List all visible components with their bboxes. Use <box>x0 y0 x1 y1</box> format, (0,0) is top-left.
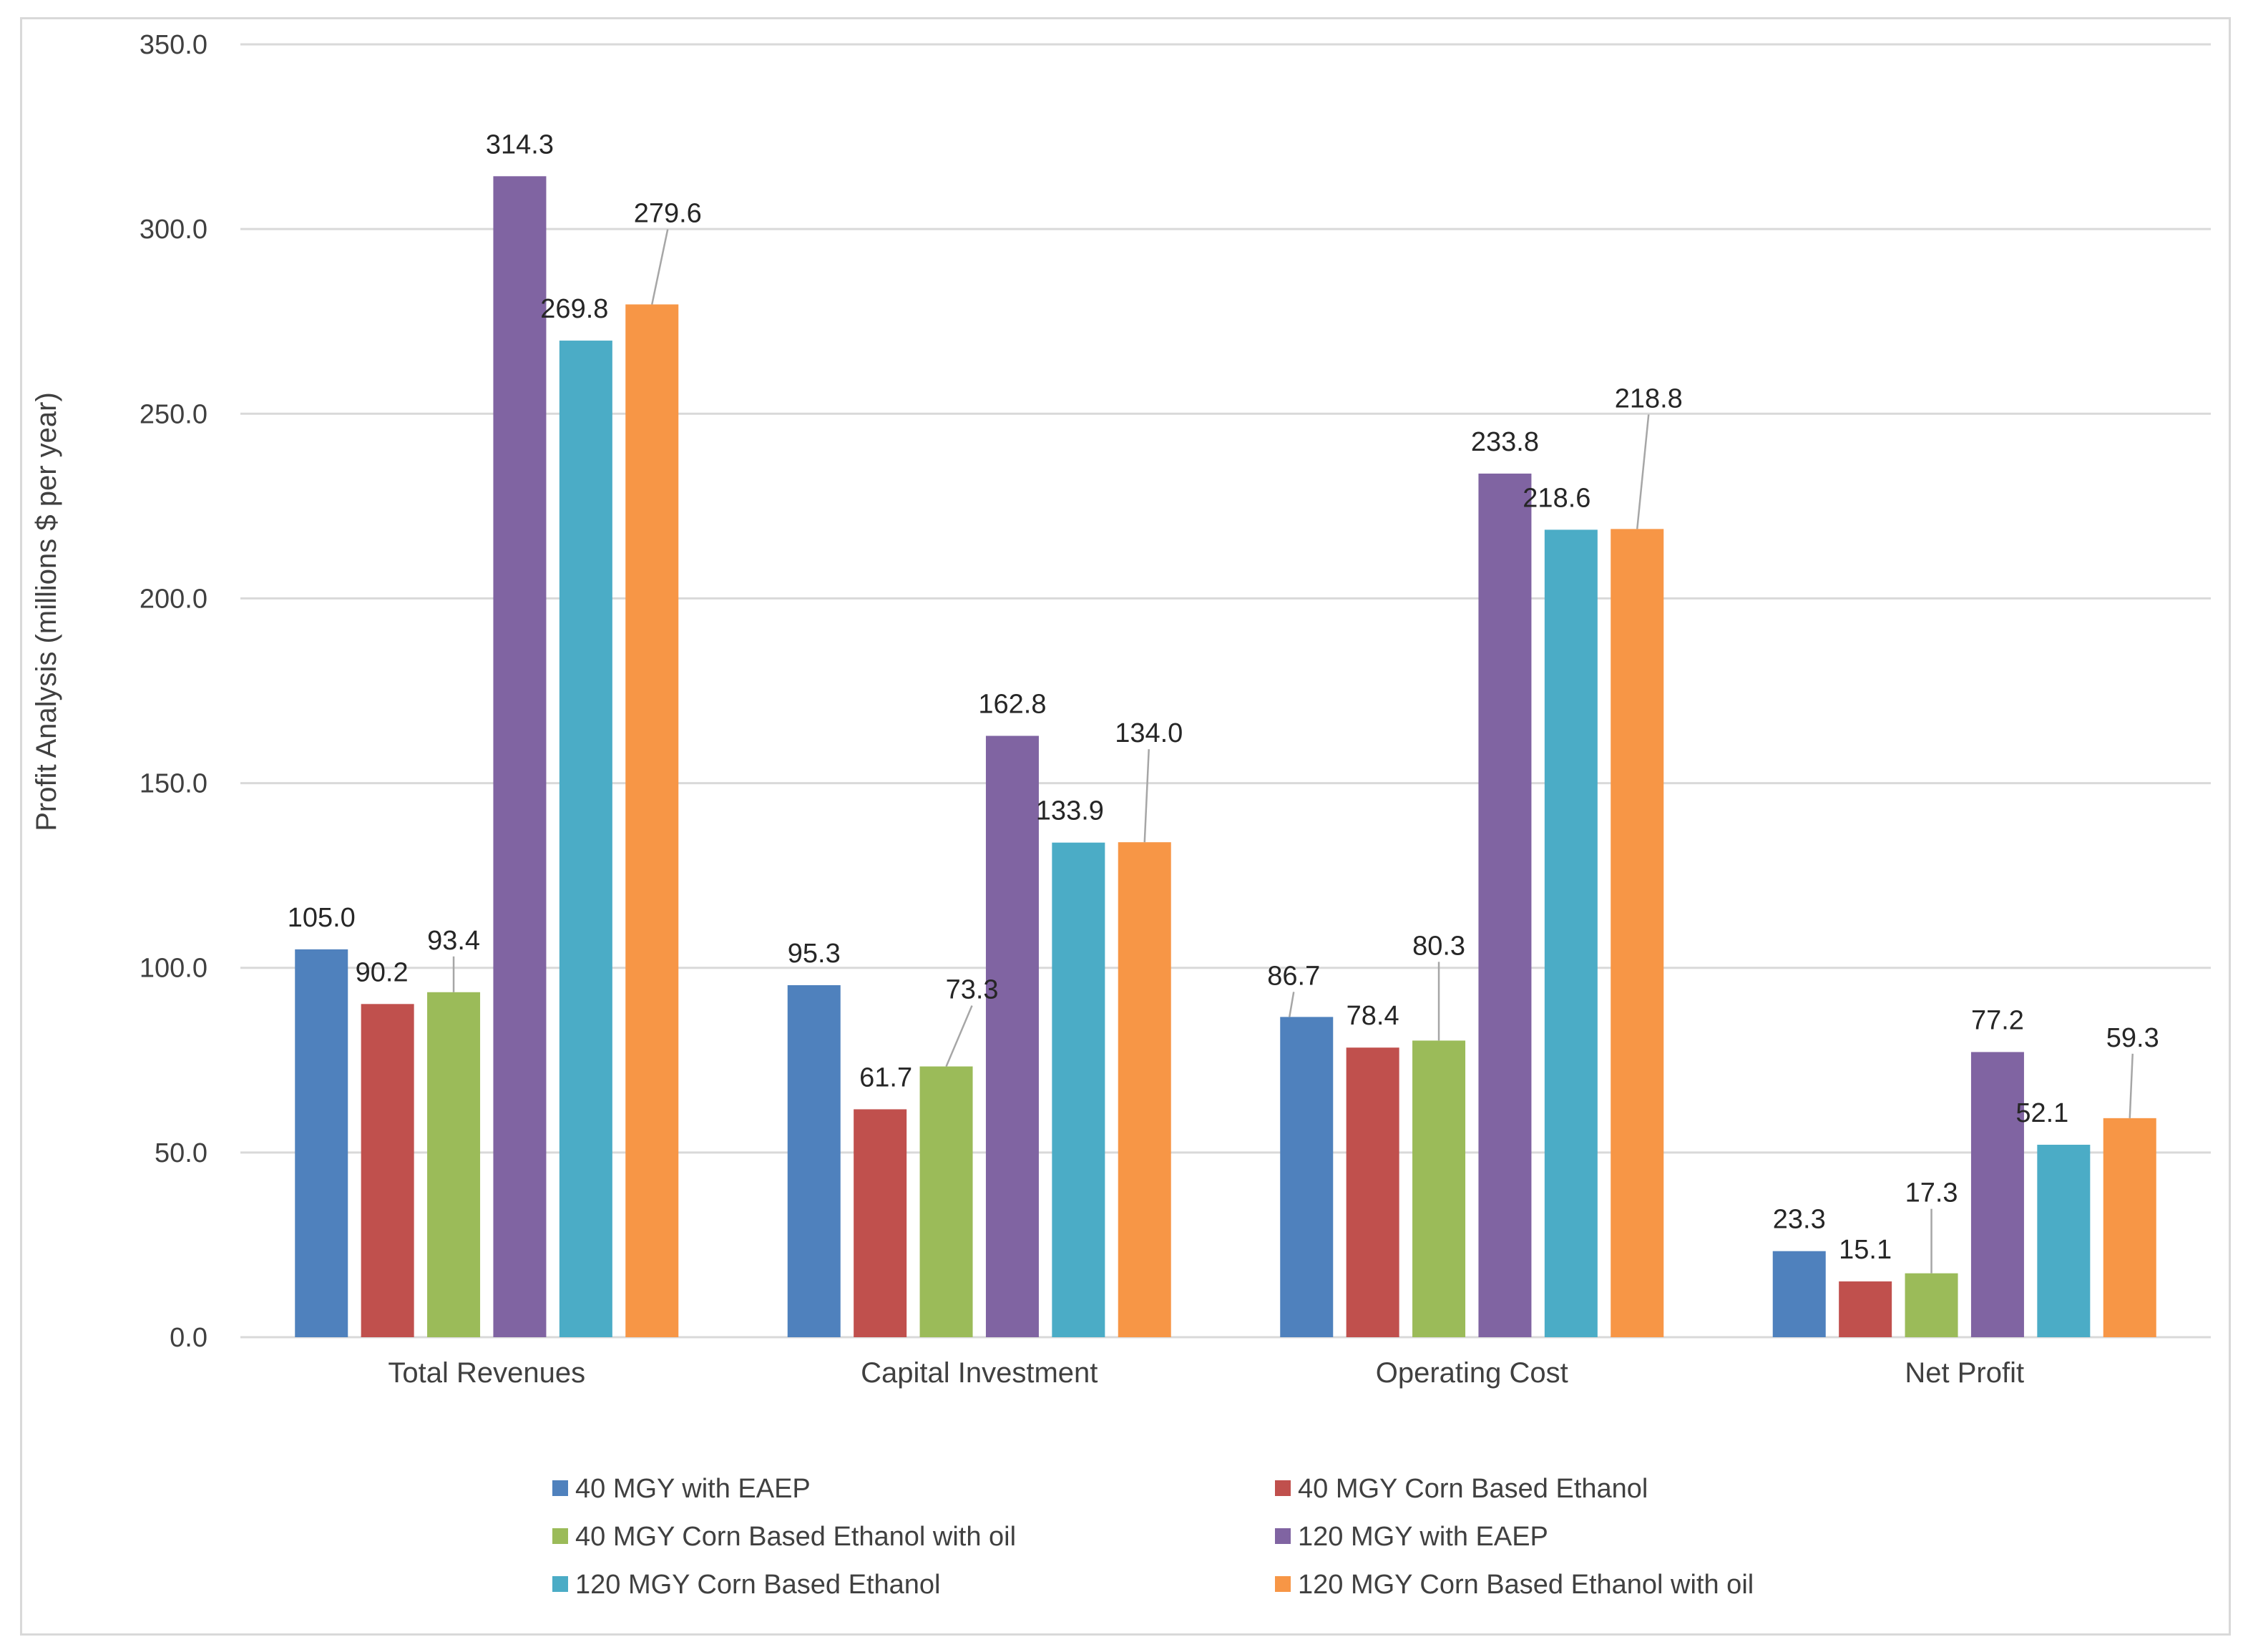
legend-label: 40 MGY Corn Based Ethanol with oil <box>575 1522 1016 1552</box>
legend-label: 120 MGY Corn Based Ethanol <box>575 1570 941 1600</box>
data-label: 17.3 <box>1905 1178 1958 1208</box>
bars <box>295 176 2156 1338</box>
x-category-label: Operating Cost <box>1376 1357 1568 1389</box>
y-tick-label: 150.0 <box>140 769 207 799</box>
data-label: 90.2 <box>356 957 409 987</box>
data-label: 23.3 <box>1773 1205 1826 1235</box>
data-label: 86.7 <box>1267 961 1320 991</box>
bar <box>1839 1281 1892 1337</box>
y-tick-label: 250.0 <box>140 399 207 429</box>
bar <box>1478 473 1532 1337</box>
legend-label: 40 MGY with EAEP <box>575 1474 811 1504</box>
legend-swatch <box>552 1576 568 1592</box>
y-tick-label: 50.0 <box>155 1138 207 1168</box>
data-label: 59.3 <box>2106 1023 2159 1053</box>
data-label: 133.9 <box>1036 796 1104 826</box>
y-tick-label: 100.0 <box>140 954 207 984</box>
bar <box>1412 1040 1466 1337</box>
data-label: 61.7 <box>859 1062 912 1093</box>
y-tick-label: 300.0 <box>140 215 207 245</box>
y-tick-label: 200.0 <box>140 584 207 614</box>
bar <box>1118 842 1171 1337</box>
data-label: 162.8 <box>978 689 1046 719</box>
bar <box>1052 842 1105 1337</box>
legend-swatch <box>552 1480 568 1496</box>
data-label: 77.2 <box>1971 1005 2024 1035</box>
bar <box>493 176 547 1338</box>
bar <box>1970 1052 2024 1337</box>
chart-frame <box>20 17 2231 1636</box>
bar <box>1905 1273 1958 1337</box>
data-label: 105.0 <box>288 903 356 933</box>
y-tick-label: 0.0 <box>170 1323 207 1353</box>
data-label: 233.8 <box>1471 427 1539 457</box>
bar <box>919 1066 973 1337</box>
legend-swatch <box>1275 1528 1291 1544</box>
x-category-label: Capital Investment <box>861 1357 1098 1389</box>
leader-line <box>2129 1053 2134 1118</box>
leader-line <box>1636 414 1650 529</box>
x-category-label: Total Revenues <box>388 1357 585 1389</box>
legend-swatch <box>1275 1576 1291 1592</box>
data-label: 93.4 <box>427 926 480 956</box>
bar <box>1346 1047 1399 1337</box>
legend-swatch <box>552 1528 568 1544</box>
bar <box>854 1109 907 1337</box>
legend-label: 40 MGY Corn Based Ethanol <box>1298 1474 1648 1504</box>
bar <box>1544 529 1598 1337</box>
y-tick-label: 350.0 <box>140 30 207 60</box>
data-label: 80.3 <box>1412 931 1465 961</box>
bar <box>1772 1251 1826 1337</box>
legend-label: 120 MGY with EAEP <box>1298 1522 1548 1552</box>
y-axis-title: Profit Analysis (millions $ per year) <box>31 392 62 831</box>
legend-swatch <box>1275 1480 1291 1496</box>
bar <box>2037 1145 2091 1337</box>
bar <box>2103 1118 2156 1337</box>
bar <box>559 341 612 1337</box>
leader-line <box>1143 749 1150 843</box>
data-label: 78.4 <box>1347 1001 1399 1031</box>
data-label: 279.6 <box>634 198 702 228</box>
legend: 40 MGY with EAEP 40 MGY Corn Based Ethano… <box>552 1474 1754 1600</box>
data-label: 15.1 <box>1839 1235 1892 1265</box>
data-label: 52.1 <box>2015 1098 2068 1128</box>
data-label: 134.0 <box>1115 718 1183 748</box>
bar <box>1611 529 1664 1337</box>
y-axis-ticks: 0.0 50.0 100.0 150.0 200.0 250.0 300.0 350.0 <box>140 30 207 1353</box>
leader-line <box>945 1005 973 1067</box>
data-label: 73.3 <box>946 975 999 1005</box>
x-category-label: Net Profit <box>1905 1357 2024 1389</box>
bar <box>295 949 348 1337</box>
bar <box>625 304 679 1338</box>
data-labels: 105.090.2 93.4 314.3 269.8 279.6 95.3 61.7 73.3… <box>288 129 2159 1265</box>
data-label: 269.8 <box>540 294 608 324</box>
bar <box>427 992 481 1337</box>
leader-line <box>651 229 669 305</box>
data-label: 218.8 <box>1615 383 1683 414</box>
bar <box>787 984 841 1337</box>
data-label: 95.3 <box>788 939 841 969</box>
label-leader-lines <box>452 229 2134 1274</box>
data-label: 218.6 <box>1523 483 1590 513</box>
bar <box>985 735 1039 1337</box>
bar <box>361 1004 414 1337</box>
leader-line <box>1289 992 1295 1017</box>
data-label: 314.3 <box>486 129 554 160</box>
x-axis-categories: Total Revenues Capital Investment Operatin… <box>388 1357 2024 1389</box>
bar <box>1280 1017 1334 1337</box>
legend-label: 120 MGY Corn Based Ethanol with oil <box>1298 1570 1754 1600</box>
